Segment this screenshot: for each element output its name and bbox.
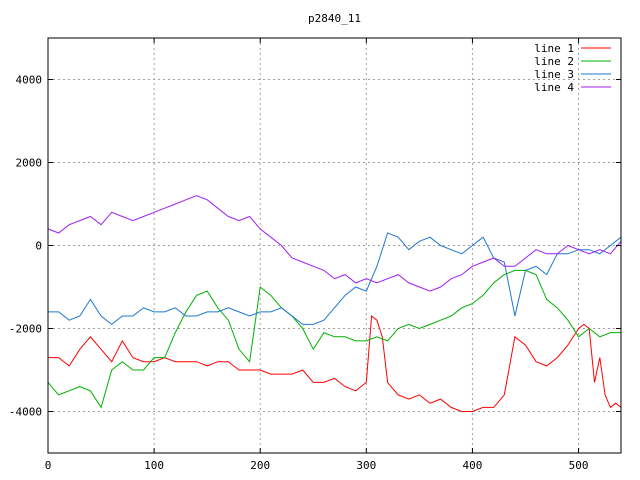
- x-tick-label: 500: [569, 459, 589, 472]
- x-tick-label: 200: [250, 459, 270, 472]
- axes: 0 100 200 300 400 500 -4000 -2000 0 2000 4000: [9, 37, 622, 472]
- series-line-4: [47, 195, 622, 292]
- legend-label: line 2: [534, 55, 574, 68]
- x-tick-label: 0: [45, 459, 52, 472]
- plot-frame: [47, 37, 622, 454]
- legend-label: line 3: [534, 68, 574, 81]
- y-tick-label: 4000: [16, 74, 43, 87]
- x-tick-label: 100: [144, 459, 164, 472]
- legend-label: line 1: [534, 42, 574, 55]
- series-line-2: [47, 269, 621, 409]
- chart-title: p2840_11: [308, 12, 361, 25]
- legend-label: line 4: [534, 81, 574, 94]
- y-tick-label: -2000: [9, 323, 42, 336]
- y-tick-label: -4000: [9, 406, 42, 419]
- grid: [48, 38, 621, 453]
- y-tick-label: 0: [35, 240, 42, 253]
- x-tick-label: 300: [356, 459, 376, 472]
- x-tick-label: 400: [463, 459, 483, 472]
- series-line-1: [48, 315, 622, 412]
- series-layer: [47, 195, 622, 412]
- y-tick-label: 2000: [16, 157, 43, 170]
- series-line-3: [48, 232, 622, 326]
